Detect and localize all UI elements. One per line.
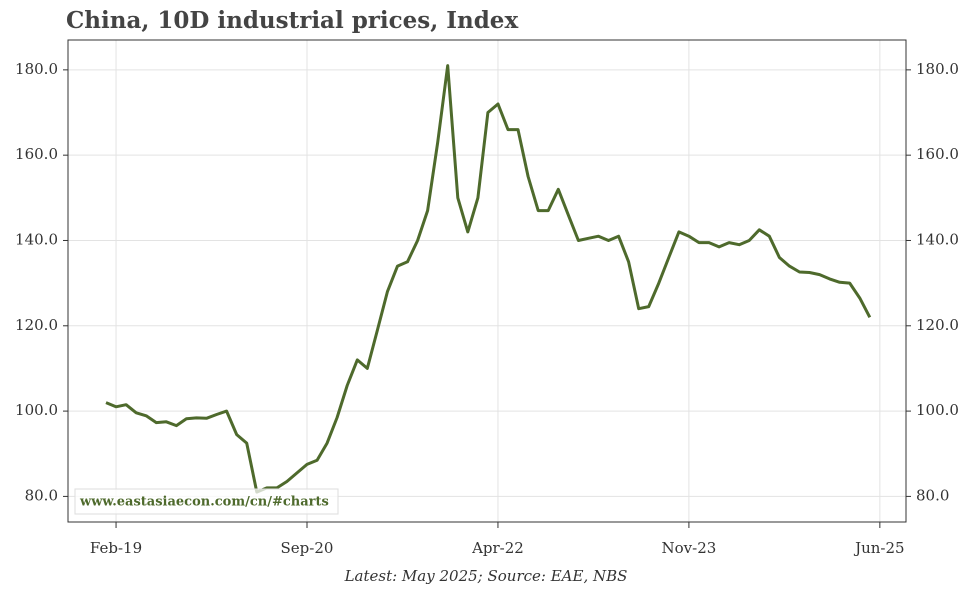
x-tick-label: Jun-25 (853, 539, 905, 557)
footer: Latest: May 2025; Source: EAE, NBS (344, 567, 628, 585)
y2-tick-label: 140.0 (916, 230, 959, 248)
x-tick-label: Apr-22 (471, 539, 524, 557)
y-tick-label: 160.0 (15, 145, 58, 163)
y2-tick-label: 160.0 (916, 145, 959, 163)
plot-frame (67, 39, 907, 523)
y2-tick-label: 120.0 (916, 316, 959, 334)
y2-tick-label: 180.0 (916, 60, 959, 78)
watermark: www.eastasiaecon.com/cn/#charts (79, 495, 329, 510)
y2-tick-label: 80.0 (916, 486, 949, 504)
chart-title: China, 10D industrial prices, Index (66, 7, 518, 34)
y-tick-label: 120.0 (15, 316, 58, 334)
y-tick-label: 180.0 (15, 60, 58, 78)
x-tick-label: Sep-20 (281, 539, 334, 557)
x-tick-label: Feb-19 (90, 539, 142, 557)
y-tick-label: 100.0 (15, 401, 58, 419)
y-tick-label: 140.0 (15, 230, 58, 248)
y2-tick-label: 100.0 (916, 401, 959, 419)
y-tick-label: 80.0 (25, 486, 58, 504)
data-line (105, 64, 872, 494)
watermark-box (74, 488, 339, 515)
x-tick-label: Nov-23 (662, 539, 717, 557)
